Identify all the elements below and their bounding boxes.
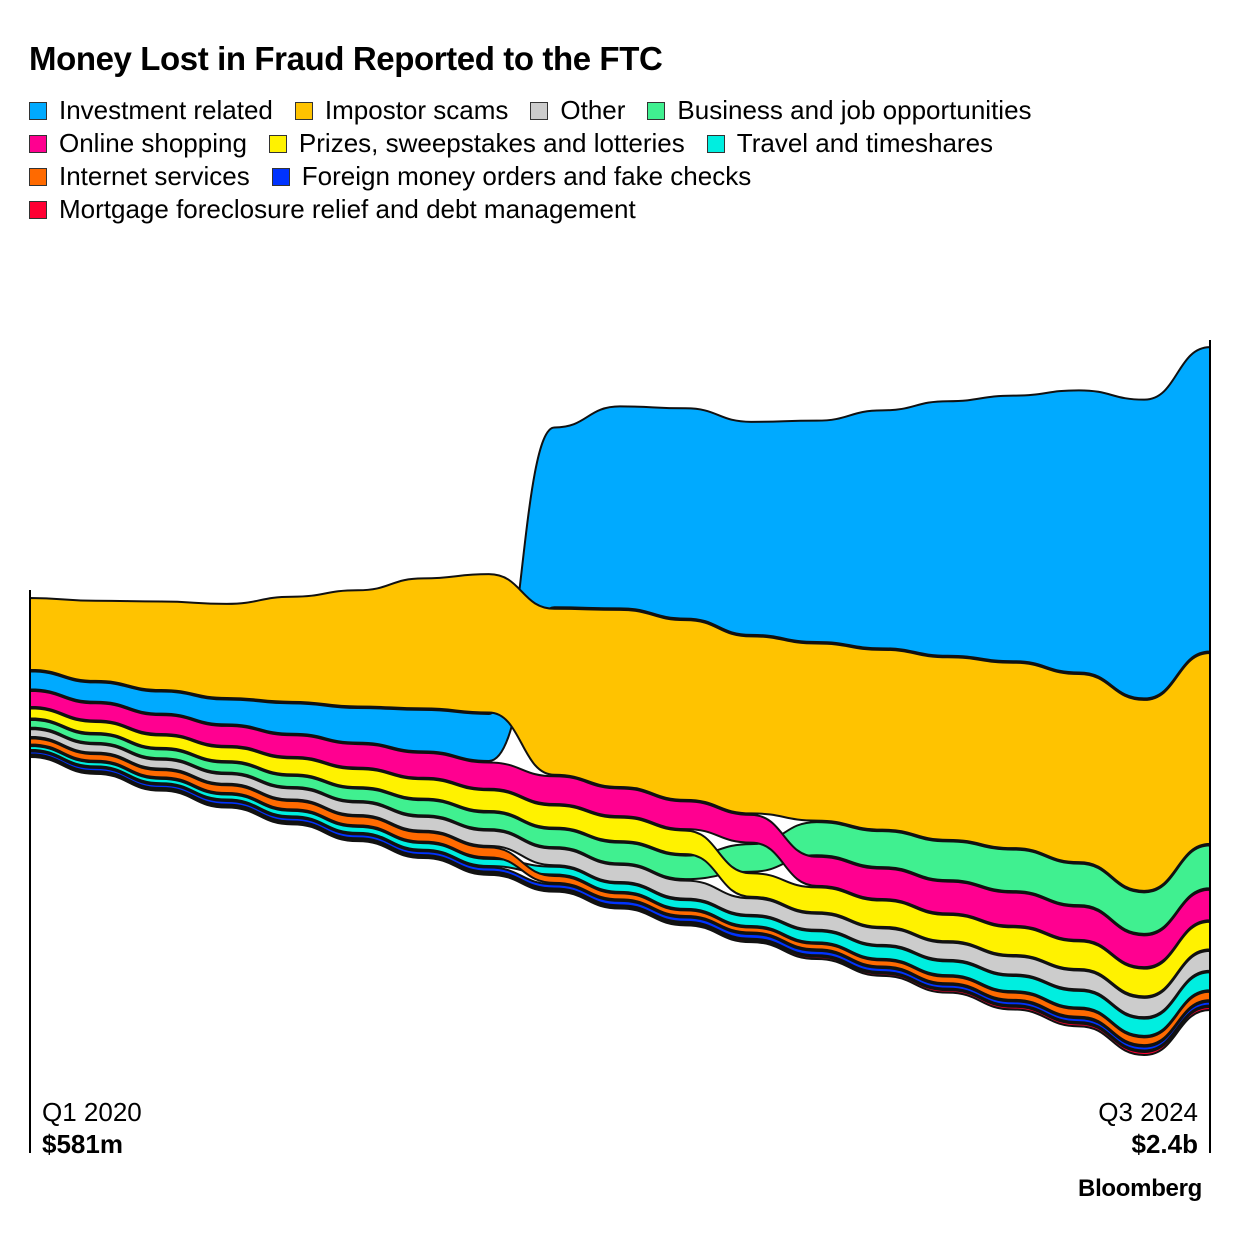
legend-label: Foreign money orders and fake checks [301,161,752,191]
legend-label: Internet services [59,161,250,191]
legend-swatch [530,101,549,120]
legend-swatch [706,134,725,153]
legend-item: Impostor scams [294,95,509,126]
legend-item: Travel and timeshares [706,128,994,159]
legend-swatch [268,134,287,153]
legend-swatch [29,200,47,219]
band-travel-and-timeshares [29,744,1211,1037]
end-period-label: Q3 2024 [1098,1097,1198,1127]
legend-swatch [29,101,47,120]
legend-item: Online shopping [29,128,247,159]
legend-label: Travel and timeshares [736,128,994,158]
band-other [29,728,1211,1019]
legend-row: Online shopping Prizes, sweepstakes and l… [29,127,1219,160]
end-total-value: $2.4b [1131,1129,1199,1159]
start-period-label: Q1 2020 [42,1097,142,1127]
legend-row: Internet services Foreign money orders an… [29,160,1219,193]
legend-item: Other [530,95,625,126]
legend-label: Prizes, sweepstakes and lotteries [298,128,685,158]
source-logo: Bloomberg [1078,1175,1202,1202]
legend-label: Business and job opportunities [677,95,1032,125]
legend-label: Other [560,95,626,125]
legend-swatch [294,101,313,120]
legend-item: Business and job opportunities [647,95,1032,126]
legend-row: Investment related Impostor scams Other Bus… [29,94,1219,127]
legend-swatch [271,167,290,186]
legend-item: Mortgage foreclosure relief and debt man… [29,194,636,225]
legend-label: Mortgage foreclosure relief and debt man… [59,194,636,224]
legend-item: Internet services [29,161,250,192]
legend: Investment related Impostor scams Other Bus… [29,94,1219,226]
legend-swatch [29,167,47,186]
start-total-value: $581m [42,1129,123,1159]
chart-title: Money Lost in Fraud Reported to the FTC [29,40,663,77]
legend-item: Prizes, sweepstakes and lotteries [268,128,685,159]
legend-item: Foreign money orders and fake checks [271,161,752,192]
legend-label: Impostor scams [324,95,509,125]
legend-item: Investment related [29,95,273,126]
band-business-and-job-opportunities [29,718,1211,935]
legend-row: Mortgage foreclosure relief and debt man… [29,193,1219,226]
legend-swatch [29,134,47,153]
stream-bands [29,346,1211,1056]
legend-label: Online shopping [59,128,247,158]
legend-swatch [647,101,666,120]
legend-label: Investment related [59,95,273,125]
